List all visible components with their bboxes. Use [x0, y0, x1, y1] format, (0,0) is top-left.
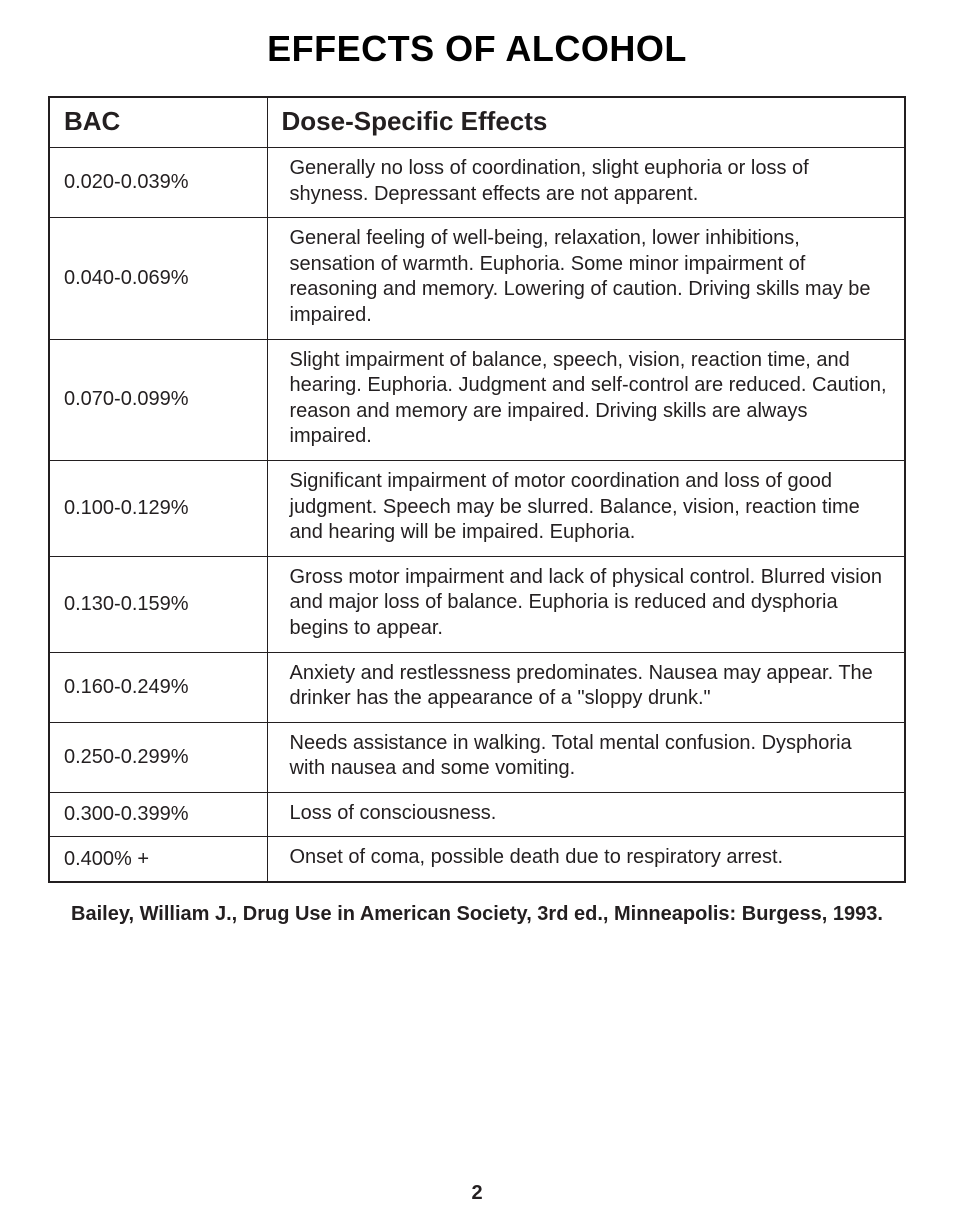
bac-cell: 0.040-0.069% — [49, 218, 267, 339]
effect-cell: Loss of consciousness. — [267, 792, 905, 837]
effect-cell: Gross motor impairment and lack of physi… — [267, 556, 905, 652]
col-header-effects: Dose-Specific Effects — [267, 97, 905, 148]
table-row: 0.160-0.249% Anxiety and restlessness pr… — [49, 652, 905, 722]
table-header-row: BAC Dose-Specific Effects — [49, 97, 905, 148]
table-row: 0.300-0.399% Loss of consciousness. — [49, 792, 905, 837]
table-row: 0.040-0.069% General feeling of well-bei… — [49, 218, 905, 339]
effect-cell: Anxiety and restlessness predominates. N… — [267, 652, 905, 722]
effect-cell: Slight impairment of balance, speech, vi… — [267, 339, 905, 460]
bac-cell: 0.020-0.039% — [49, 148, 267, 218]
bac-cell: 0.070-0.099% — [49, 339, 267, 460]
col-header-bac: BAC — [49, 97, 267, 148]
bac-cell: 0.300-0.399% — [49, 792, 267, 837]
effect-cell: Generally no loss of coordination, sligh… — [267, 148, 905, 218]
table-row: 0.020-0.039% Generally no loss of coordi… — [49, 148, 905, 218]
bac-cell: 0.100-0.129% — [49, 460, 267, 556]
effect-cell: Significant impairment of motor coordina… — [267, 460, 905, 556]
citation-text: Bailey, William J., Drug Use in American… — [48, 903, 906, 926]
page-title: EFFECTS OF ALCOHOL — [48, 28, 906, 70]
table-row: 0.250-0.299% Needs assistance in walking… — [49, 722, 905, 792]
table-row: 0.070-0.099% Slight impairment of balanc… — [49, 339, 905, 460]
bac-cell: 0.160-0.249% — [49, 652, 267, 722]
bac-cell: 0.400% + — [49, 837, 267, 882]
page-number: 2 — [0, 1182, 954, 1205]
effects-table: BAC Dose-Specific Effects 0.020-0.039% G… — [48, 96, 906, 883]
effect-cell: General feeling of well-being, relaxatio… — [267, 218, 905, 339]
bac-cell: 0.130-0.159% — [49, 556, 267, 652]
bac-cell: 0.250-0.299% — [49, 722, 267, 792]
table-row: 0.400% + Onset of coma, possible death d… — [49, 837, 905, 882]
effect-cell: Needs assistance in walking. Total menta… — [267, 722, 905, 792]
table-row: 0.130-0.159% Gross motor impairment and … — [49, 556, 905, 652]
effect-cell: Onset of coma, possible death due to res… — [267, 837, 905, 882]
table-row: 0.100-0.129% Significant impairment of m… — [49, 460, 905, 556]
